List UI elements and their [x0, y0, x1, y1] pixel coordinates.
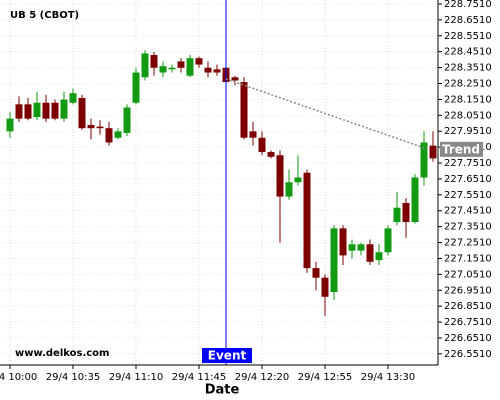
- y-tick-label: 228.4510: [444, 47, 492, 58]
- candle-body: [267, 152, 275, 157]
- trend-label: Trend: [442, 142, 480, 156]
- candle-body: [231, 77, 239, 81]
- candle-body: [96, 126, 104, 129]
- candle-body: [393, 207, 401, 223]
- candle-body: [411, 177, 419, 223]
- y-tick-label: 227.1510: [444, 253, 492, 264]
- candle-body: [258, 137, 266, 153]
- y-tick-label: 226.5510: [444, 349, 492, 360]
- overlays: Event Trend: [202, 0, 483, 365]
- candle-body: [285, 182, 293, 197]
- x-axis-title: Date: [205, 383, 240, 398]
- x-tick-label: 29/4 12:20: [235, 372, 289, 383]
- candle-body: [141, 53, 149, 78]
- x-tick-label: 29/4 11:10: [109, 372, 163, 383]
- y-tick-label: 226.8510: [444, 301, 492, 312]
- candle-body: [384, 228, 392, 253]
- candle-body: [78, 97, 86, 129]
- candle-body: [87, 125, 95, 129]
- x-tick-label: 29/4 10:35: [46, 372, 100, 383]
- candle-body: [276, 155, 284, 197]
- candle-body: [294, 177, 302, 183]
- candle-body: [240, 82, 248, 138]
- y-tick-label: 226.7510: [444, 317, 492, 328]
- candle-body: [15, 104, 23, 119]
- candle-body: [357, 244, 365, 251]
- candle-body: [114, 131, 122, 138]
- event-label: Event: [208, 349, 247, 363]
- x-tick-label: 29/4 11:45: [172, 372, 226, 383]
- chart-title: UB 5 (CBOT): [10, 10, 79, 21]
- candle-body: [429, 145, 437, 159]
- candle-body: [6, 118, 14, 132]
- candle-body: [105, 128, 113, 143]
- y-tick-label: 227.3510: [444, 222, 492, 233]
- candle-body: [249, 131, 257, 138]
- candle-body: [366, 244, 374, 262]
- y-tick-label: 228.5510: [444, 31, 492, 42]
- candle-body: [312, 268, 320, 278]
- marks: [6, 50, 437, 316]
- x-tick-label: 29/4 10:00: [0, 372, 37, 383]
- candle-body: [303, 172, 311, 269]
- candle-body: [42, 102, 50, 119]
- y-tick-label: 227.0510: [444, 269, 492, 280]
- x-tick-label: 29/4 13:30: [361, 372, 415, 383]
- candle-body: [204, 67, 212, 73]
- y-tick-label: 228.7510: [444, 0, 492, 10]
- candle-body: [330, 228, 338, 292]
- candle-body: [186, 58, 194, 76]
- trend-box: [440, 141, 483, 157]
- candle-body: [168, 67, 176, 70]
- y-tick-label: 227.9510: [444, 126, 492, 137]
- candle-body: [420, 142, 428, 178]
- y-tick-label: 227.4510: [444, 206, 492, 217]
- candle-body: [321, 277, 329, 297]
- candle-body: [132, 72, 140, 103]
- candle-body: [24, 104, 32, 119]
- y-tick-label: 228.0510: [444, 110, 492, 121]
- y-tick-label: 228.6510: [444, 15, 492, 26]
- watermark: www.delkos.com: [15, 348, 109, 359]
- y-tick-label: 227.7510: [444, 158, 492, 169]
- candle-body: [51, 102, 59, 119]
- candle-body: [348, 244, 356, 251]
- candle-body: [123, 107, 131, 133]
- candle-body: [69, 93, 77, 103]
- candle-body: [33, 102, 41, 118]
- event-box: [202, 348, 252, 363]
- candle-body: [195, 58, 203, 65]
- y-tick-label: 227.6510: [444, 174, 492, 185]
- candle-body: [402, 202, 410, 223]
- y-tick-label: 226.9510: [444, 285, 492, 296]
- y-tick-label: 228.1510: [444, 94, 492, 105]
- x-tick-label: 29/4 12:55: [298, 372, 352, 383]
- y-tick-label: 228.2510: [444, 78, 492, 89]
- candle-body: [375, 252, 383, 261]
- y-tick-label: 228.3510: [444, 63, 492, 74]
- candle-body: [60, 99, 68, 119]
- y-tick-label: 227.2510: [444, 238, 492, 249]
- trend-line: [225, 78, 428, 150]
- candle-body: [150, 55, 158, 68]
- candle-body: [159, 66, 167, 73]
- y-tick-label: 226.6510: [444, 333, 492, 344]
- candle-body: [339, 228, 347, 256]
- y-tick-label: 227.5510: [444, 190, 492, 201]
- candle-body: [213, 69, 221, 73]
- candle-body: [177, 61, 185, 68]
